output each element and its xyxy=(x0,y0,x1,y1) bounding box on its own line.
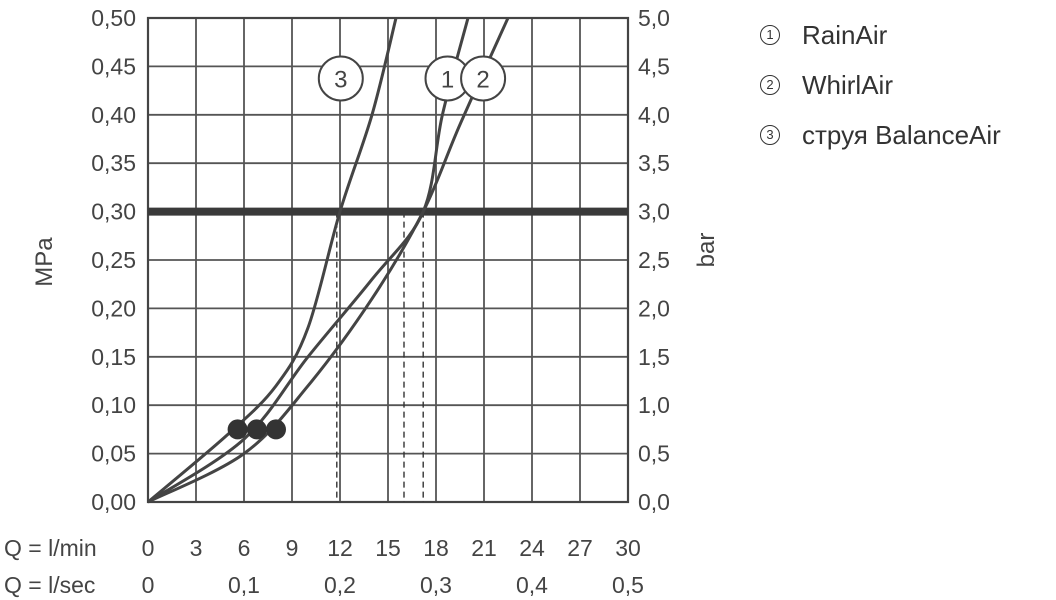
series-line-2 xyxy=(147,17,510,504)
left-axis-tick: 0,45 xyxy=(91,53,136,79)
right-axis-tick: 3,0 xyxy=(638,199,670,225)
x-axis-lmin-tick: 9 xyxy=(286,535,299,561)
curve-label-text: 2 xyxy=(476,66,489,93)
right-axis-tick: 5,0 xyxy=(638,5,670,31)
legend: 1 RainAir 2 WhirlAir 3 струя BalanceAir xyxy=(760,10,1001,160)
x-axis-lsec-tick: 0,1 xyxy=(228,572,260,598)
left-axis-tick: 0,20 xyxy=(91,295,136,321)
left-axis-title: MPa xyxy=(31,237,58,287)
x-axis-lmin-tick: 3 xyxy=(190,535,203,561)
left-axis-tick: 0,30 xyxy=(91,199,136,225)
right-axis-tick: 2,0 xyxy=(638,295,670,321)
left-axis-tick: 0,10 xyxy=(91,392,136,418)
legend-number: 3 xyxy=(760,125,780,145)
chart-curves xyxy=(147,17,628,504)
left-axis-tick: 0,40 xyxy=(91,102,136,128)
series-line-1 xyxy=(147,17,470,504)
left-axis-tick: 0,25 xyxy=(91,247,136,273)
legend-label: струя BalanceAir xyxy=(802,119,1001,150)
legend-label: RainAir xyxy=(802,19,888,50)
right-axis-title: bar xyxy=(693,233,720,268)
x-axis-lsec-tick: 0,2 xyxy=(324,572,356,598)
chart-markers xyxy=(227,419,286,440)
left-axis-tick: 0,00 xyxy=(91,489,136,515)
x-axis-lsec-tick: 0,5 xyxy=(612,572,644,598)
x-axis-lsec-tick: 0,4 xyxy=(516,572,548,598)
marker-series-3 xyxy=(227,419,248,440)
x-axis-lmin-title: Q = l/min xyxy=(4,535,97,561)
x-axis-lmin-tick: 6 xyxy=(238,535,251,561)
x-axis-lmin-tick: 12 xyxy=(327,535,353,561)
right-axis-tick: 3,5 xyxy=(638,150,670,176)
curve-label-circle xyxy=(317,55,364,102)
marker-series-2 xyxy=(266,419,286,440)
x-axis-lsec-title: Q = l/sec xyxy=(4,572,95,598)
x-axis-lmin-tick: 15 xyxy=(375,535,401,561)
x-axis-lsec-tick: 0 xyxy=(142,572,155,598)
series-line-3 xyxy=(147,17,398,504)
legend-number: 1 xyxy=(760,25,780,45)
x-axis-lmin-tick: 30 xyxy=(615,535,641,561)
x-axis-lmin-tick: 24 xyxy=(519,535,545,561)
left-axis-tick: 0,50 xyxy=(91,5,136,31)
right-axis-tick: 4,0 xyxy=(638,102,670,128)
curve-label-circle xyxy=(460,55,507,102)
legend-item: 1 RainAir xyxy=(760,10,1001,60)
left-axis-tick: 0,35 xyxy=(91,150,136,176)
right-axis-tick: 1,0 xyxy=(638,392,670,418)
curve-label-text: 3 xyxy=(334,66,347,93)
x-axis-lsec-tick: 0,3 xyxy=(420,572,452,598)
right-axis-tick: 4,5 xyxy=(638,53,670,79)
chart-axes: 0,000,050,100,150,200,250,300,350,400,45… xyxy=(4,5,720,598)
right-axis-tick: 0,0 xyxy=(638,489,670,515)
curve-label-text: 1 xyxy=(441,66,454,93)
x-axis-lmin-tick: 0 xyxy=(142,535,155,561)
legend-item: 3 струя BalanceAir xyxy=(760,110,1001,160)
right-axis-tick: 1,5 xyxy=(638,344,670,370)
legend-label: WhirlAir xyxy=(802,69,893,100)
left-axis-tick: 0,15 xyxy=(91,344,136,370)
legend-item: 2 WhirlAir xyxy=(760,60,1001,110)
right-axis-tick: 0,5 xyxy=(638,441,670,467)
x-axis-lmin-tick: 18 xyxy=(423,535,449,561)
legend-number: 2 xyxy=(760,75,780,95)
x-axis-lmin-tick: 27 xyxy=(567,535,593,561)
right-axis-tick: 2,5 xyxy=(638,247,670,273)
marker-series-1 xyxy=(246,419,267,440)
plot-frame xyxy=(146,16,630,504)
left-axis-tick: 0,05 xyxy=(91,441,136,467)
x-axis-lmin-tick: 21 xyxy=(471,535,497,561)
